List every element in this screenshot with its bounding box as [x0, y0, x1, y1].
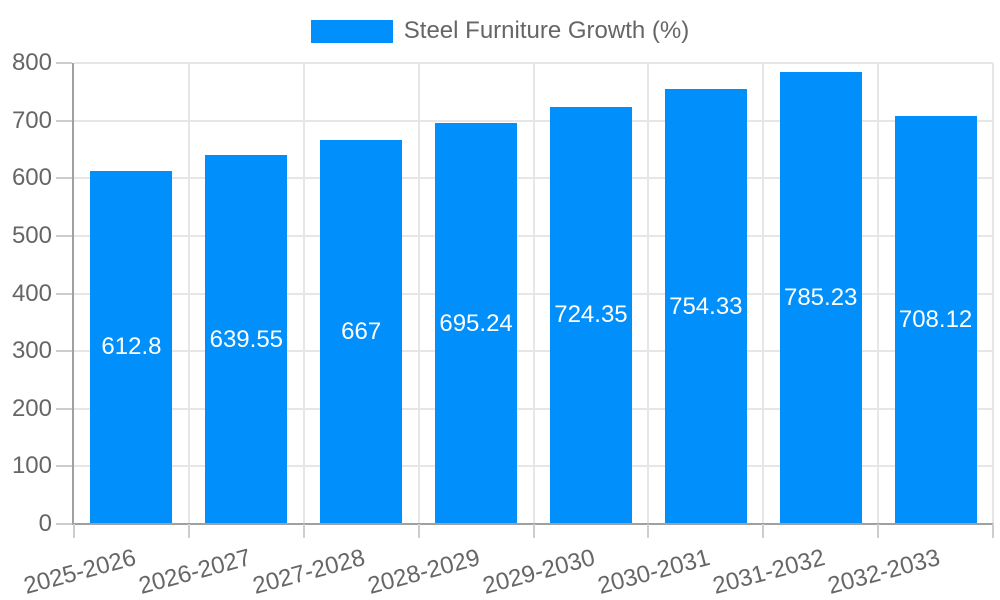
plot-area: 612.8 639.55 667 695.24 724.35 754.33 785.23 70… [74, 62, 994, 524]
legend-swatch-icon [310, 19, 393, 43]
bar-value-label: 695.24 [439, 309, 513, 337]
bar-value-label: 785.23 [783, 283, 858, 311]
bar[interactable]: 785.23 [779, 71, 862, 524]
y-tick-mark [56, 350, 72, 353]
x-gridline [302, 63, 305, 524]
y-tick-mark [56, 523, 72, 525]
x-tick-mark [877, 524, 880, 538]
x-tick-mark [73, 524, 75, 538]
x-gridline [187, 63, 190, 524]
y-tick-mark [56, 292, 72, 295]
x-gridline [762, 63, 765, 524]
y-axis-tick-label: 800 [11, 49, 52, 76]
legend-label: Steel Furniture Growth (%) [403, 17, 690, 44]
x-axis-tick-label: 2026-2027 [135, 544, 254, 600]
bar-value-label: 724.35 [554, 301, 628, 329]
bar[interactable]: 695.24 [435, 123, 518, 524]
x-axis-tick-label: 2032-2033 [824, 544, 943, 600]
x-axis-tick-label: 2025-2026 [20, 544, 139, 600]
x-gridline [532, 63, 535, 524]
y-tick-mark [56, 234, 72, 237]
y-axis-tick-label: 600 [11, 164, 52, 192]
x-gridline [992, 63, 994, 524]
bar-value-label: 639.55 [209, 325, 284, 353]
x-gridline [417, 63, 420, 524]
x-tick-mark [532, 524, 535, 538]
x-tick-mark [992, 524, 994, 538]
bar[interactable]: 708.12 [894, 115, 977, 524]
x-axis-tick-label: 2029-2030 [480, 544, 598, 600]
bar[interactable]: 639.55 [205, 155, 288, 524]
x-axis-tick-label: 2028-2029 [365, 544, 484, 600]
y-axis-line [72, 63, 74, 525]
x-tick-mark [417, 524, 420, 538]
x-tick-mark [647, 524, 650, 538]
bar[interactable]: 612.8 [90, 170, 173, 524]
y-axis-tick-label: 100 [11, 452, 52, 480]
x-tick-mark [187, 524, 190, 538]
y-axis-tick-label: 700 [11, 106, 52, 134]
x-axis-tick-label: 2031-2032 [709, 544, 828, 600]
y-tick-mark [56, 407, 72, 410]
y-axis-tick-label: 300 [11, 337, 52, 365]
y-axis-tick-label: 400 [11, 279, 52, 307]
y-axis-tick-label: 0 [38, 510, 52, 537]
legend[interactable]: Steel Furniture Growth (%) [0, 17, 1000, 45]
bar-value-label: 754.33 [669, 292, 743, 320]
x-axis-tick-label: 2027-2028 [250, 544, 369, 600]
y-tick-mark [56, 119, 72, 122]
bar-value-label: 708.12 [898, 305, 973, 333]
y-tick-mark [56, 465, 72, 468]
x-gridline [647, 63, 650, 524]
x-gridline [877, 63, 880, 524]
y-tick-mark [56, 62, 72, 64]
bar-value-label: 667 [341, 317, 382, 345]
bar[interactable]: 724.35 [549, 106, 632, 524]
x-tick-mark [762, 524, 765, 538]
x-axis-tick-label: 2030-2031 [594, 544, 713, 600]
y-axis-tick-label: 500 [11, 221, 52, 249]
bar[interactable]: 754.33 [664, 89, 747, 524]
y-tick-mark [56, 177, 72, 180]
x-tick-mark [302, 524, 305, 538]
y-axis-tick-label: 200 [11, 394, 52, 422]
bar[interactable]: 667 [320, 139, 403, 524]
bar-value-label: 612.8 [101, 333, 162, 361]
